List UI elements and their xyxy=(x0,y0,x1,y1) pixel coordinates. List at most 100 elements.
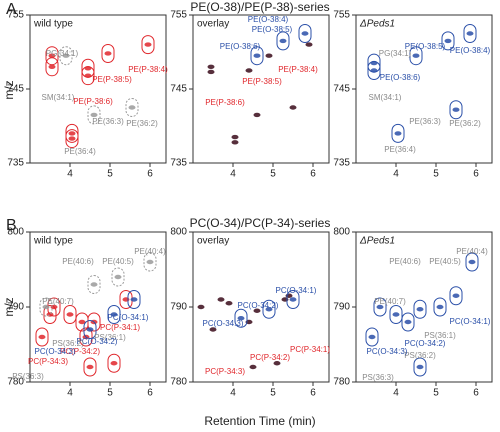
contour xyxy=(441,31,455,51)
row-title: PC(O-34)/PC(P-34)-series xyxy=(190,216,331,230)
spot xyxy=(144,42,152,47)
annotation: PE(P-38:4) xyxy=(128,65,168,74)
spot xyxy=(231,140,239,145)
y-tick-label: 800 xyxy=(7,227,24,238)
spot xyxy=(42,304,50,310)
spot xyxy=(416,364,424,370)
y-tick-label: 735 xyxy=(333,158,350,169)
contour xyxy=(35,327,49,347)
spot xyxy=(66,312,74,317)
spot xyxy=(68,136,76,141)
annotation: PC(O-34:2) xyxy=(238,301,279,310)
contour xyxy=(79,327,93,347)
spot xyxy=(279,38,287,44)
contour xyxy=(101,43,115,63)
annotation: PC(P-34:3) xyxy=(28,357,68,366)
annotation: PE(40:5) xyxy=(102,257,134,266)
annotation: PG(34:1) xyxy=(46,49,79,58)
annotation: PE(P-38:5) xyxy=(242,77,282,86)
annotation: PC(P-34:2) xyxy=(250,353,290,362)
contour xyxy=(286,290,300,309)
y-tick-label: 745 xyxy=(7,84,24,95)
spot xyxy=(265,307,273,312)
contour xyxy=(449,100,463,120)
spot xyxy=(48,53,56,58)
panel-label: A xyxy=(6,1,17,18)
contour xyxy=(367,61,381,80)
annotation: PE(40:5) xyxy=(429,257,461,266)
spot xyxy=(86,327,94,332)
plot-frame xyxy=(192,231,330,383)
contour xyxy=(63,305,77,324)
annotation: PS(36:3) xyxy=(12,372,44,381)
annotation: PE(40:6) xyxy=(62,257,94,266)
contour xyxy=(250,46,264,66)
spot xyxy=(48,64,56,70)
spot xyxy=(90,112,98,118)
spot xyxy=(245,68,253,73)
spot xyxy=(436,304,444,310)
annotation: PC(P-34:1) xyxy=(290,345,330,354)
spot xyxy=(265,53,273,58)
annotation: PS(36:2) xyxy=(52,339,84,348)
panel-title: overlay xyxy=(197,236,229,247)
contour xyxy=(111,267,125,287)
y-tick-label: 755 xyxy=(170,10,187,21)
annotation: PC(P-34:3) xyxy=(205,367,245,376)
y-tick-label: 745 xyxy=(333,84,350,95)
spot xyxy=(253,112,261,118)
annotation: PC(O-34:1) xyxy=(108,313,149,322)
contour xyxy=(298,24,312,43)
contour xyxy=(83,357,97,377)
annotation: PC(O-34:1) xyxy=(276,286,317,295)
spot xyxy=(416,307,424,312)
spot xyxy=(368,334,376,340)
panel-title: wild type xyxy=(33,236,73,247)
annotation: PE(40:7) xyxy=(374,297,406,306)
spot xyxy=(404,319,412,325)
spot xyxy=(104,51,112,56)
annotation: PC(O-34:3) xyxy=(203,319,244,328)
contour xyxy=(65,129,79,149)
panel-title: ΔPeds1 xyxy=(359,19,395,30)
spot xyxy=(90,282,98,287)
x-tick-label: 4 xyxy=(67,388,73,399)
x-tick-label: 4 xyxy=(230,388,236,399)
x-tick-label: 6 xyxy=(473,169,479,180)
spot xyxy=(207,69,215,75)
annotation: PE(O-38:6) xyxy=(380,73,421,82)
spot xyxy=(62,53,70,58)
annotation: SM(34:1) xyxy=(369,93,402,102)
contour xyxy=(87,312,101,332)
spot xyxy=(114,274,122,280)
y-tick-label: 780 xyxy=(170,377,187,388)
plot-frame xyxy=(29,14,167,164)
contour xyxy=(141,35,155,55)
y-tick-label: 745 xyxy=(170,84,187,95)
contour xyxy=(125,98,139,117)
x-tick-label: 5 xyxy=(270,388,276,399)
panel-label: B xyxy=(6,217,17,234)
y-tick-label: 780 xyxy=(7,377,24,388)
annotation: PE(O-38:4) xyxy=(248,15,289,24)
y-tick-label: 755 xyxy=(7,10,24,21)
annotation: PC(O-34:2) xyxy=(405,339,446,348)
contour xyxy=(45,57,59,77)
spot xyxy=(289,297,297,302)
annotation: PE(O-38:5) xyxy=(252,25,293,34)
y-tick-label: 755 xyxy=(333,10,350,21)
annotation: PE(P-38:4) xyxy=(278,65,318,74)
annotation: PE(40:6) xyxy=(389,257,421,266)
contour xyxy=(449,286,463,306)
x-tick-label: 5 xyxy=(433,169,439,180)
plot-frame xyxy=(192,14,330,164)
spot xyxy=(84,73,92,78)
annotation: PC(O-34:3) xyxy=(35,347,76,356)
contour xyxy=(413,357,427,377)
spot xyxy=(249,364,257,370)
spot xyxy=(130,297,138,302)
y-tick-label: 800 xyxy=(333,227,350,238)
x-tick-label: 4 xyxy=(393,169,399,180)
annotation: PG(34:1) xyxy=(379,49,412,58)
